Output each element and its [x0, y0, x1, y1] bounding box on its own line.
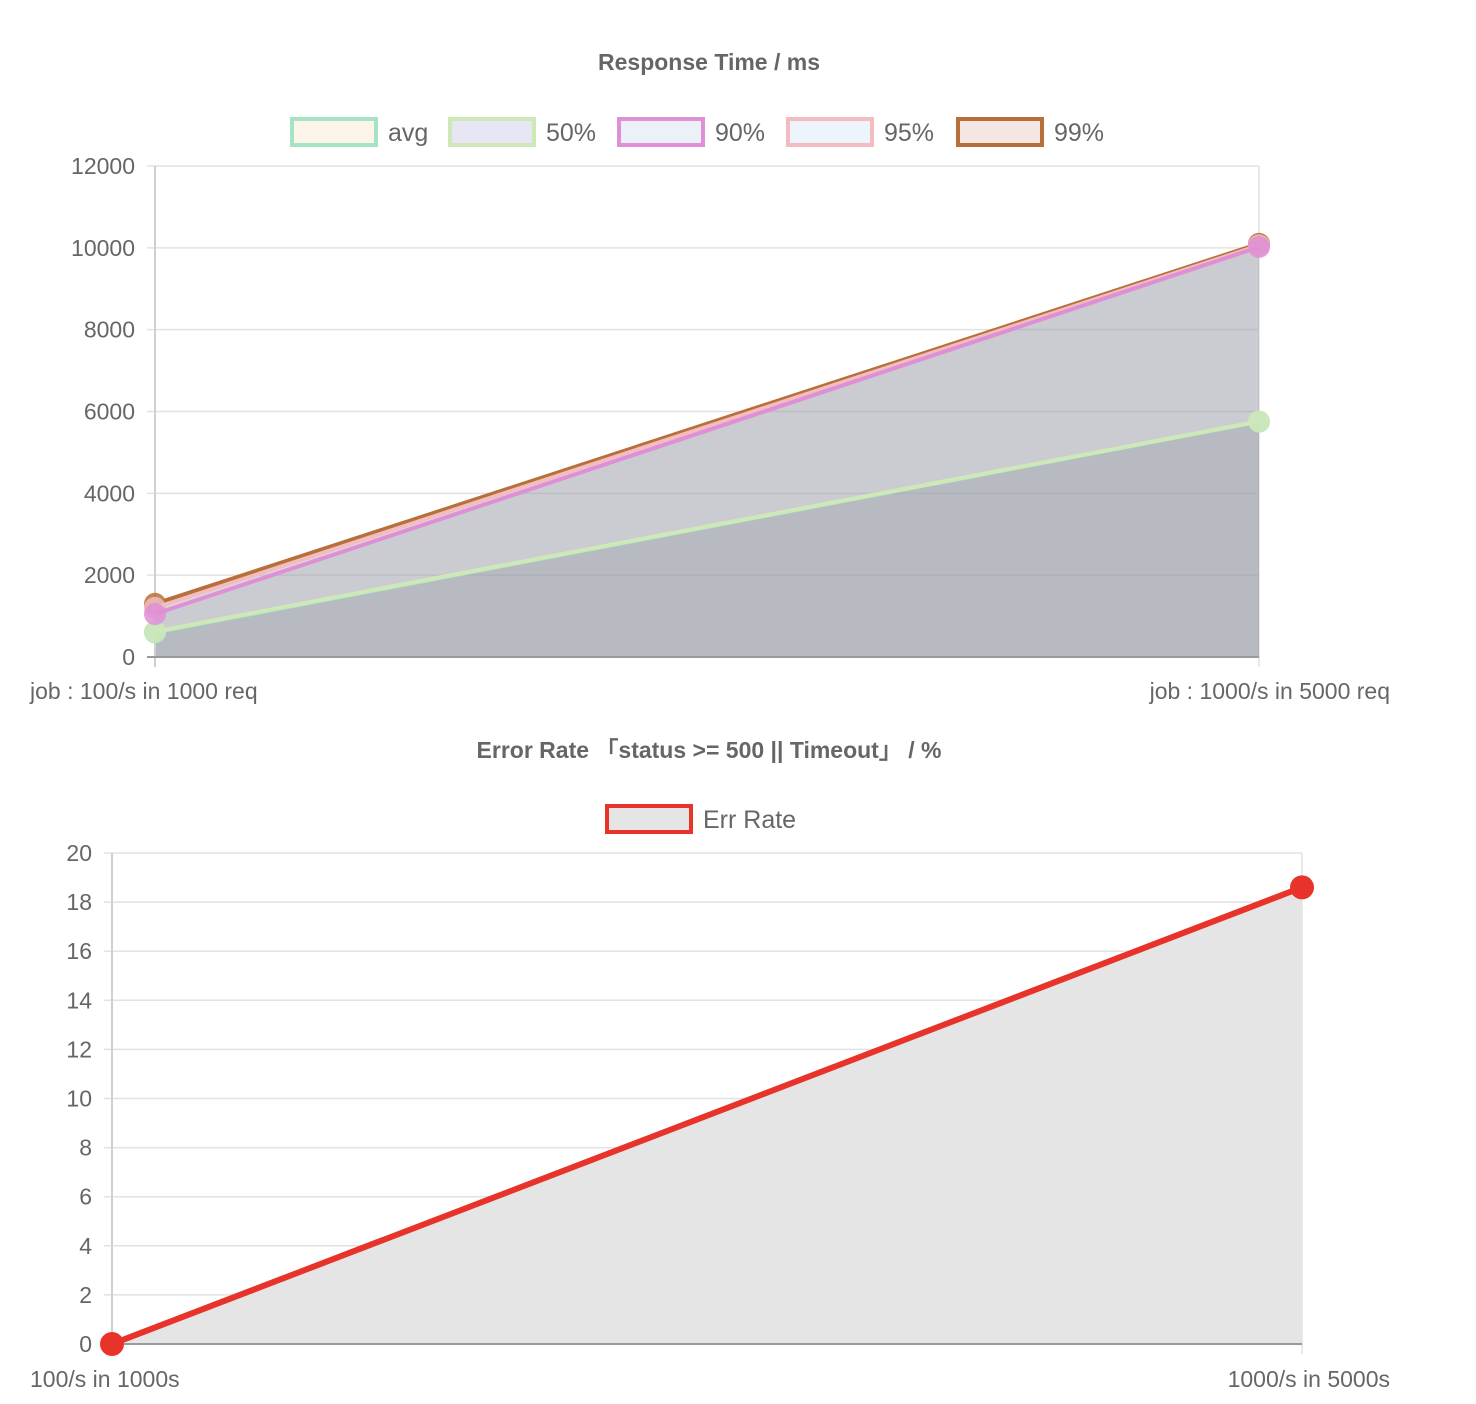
x-tick-label: 1000/s in 5000s — [1228, 1366, 1390, 1392]
legend-swatch — [786, 117, 874, 147]
series-line — [154, 243, 1260, 610]
chart2-axes — [104, 853, 1302, 1354]
x-tick-label: job : 100/s in 1000 req — [29, 678, 258, 704]
chart1-title: Response Time / ms — [598, 49, 820, 75]
series-line — [110, 884, 1304, 1347]
chart2-legend: Err Rate — [605, 804, 796, 834]
legend-swatch — [448, 117, 536, 147]
y-tick-label: 6 — [79, 1184, 92, 1210]
y-tick-label: 20 — [66, 840, 92, 866]
legend-swatch — [617, 117, 705, 147]
legend-label: 50% — [546, 119, 596, 147]
series-area — [155, 247, 1259, 657]
y-tick-label: 10 — [66, 1086, 92, 1112]
data-point — [144, 603, 166, 626]
legend-swatch — [956, 117, 1044, 147]
y-tick-label: 14 — [66, 987, 92, 1013]
chart1-areas — [155, 243, 1259, 657]
legend-label: 90% — [715, 119, 765, 147]
legend-label: 99% — [1054, 119, 1104, 147]
y-tick-label: 6000 — [84, 399, 135, 425]
x-tick-label: 100/s in 1000s — [30, 1366, 180, 1392]
series-area — [155, 421, 1259, 657]
response-time-chart: Response Time / ms avg 50% 90% 95% 99% 0 2000… — [29, 49, 1390, 704]
y-tick-label: 2 — [79, 1282, 92, 1308]
data-point — [100, 1332, 124, 1356]
chart1-lines — [144, 232, 1270, 644]
y-tick-label: 8 — [79, 1135, 92, 1161]
y-tick-label: 8000 — [84, 317, 135, 343]
legend-label: Err Rate — [703, 806, 796, 834]
chart2-lines — [100, 875, 1314, 1356]
chart2-tick-labels: 0 2 4 6 8 10 12 14 16 18 20 100/s in 1000s 1000/s in… — [30, 840, 1390, 1392]
legend-swatch — [605, 804, 693, 834]
y-tick-label: 18 — [66, 889, 92, 915]
legend-label: avg — [388, 119, 428, 147]
series-line — [154, 419, 1260, 634]
chart1-axes — [147, 166, 1259, 667]
data-point — [1290, 875, 1314, 900]
y-tick-label: 12000 — [71, 153, 135, 179]
y-tick-label: 0 — [122, 644, 135, 670]
chart1-grid — [147, 165, 1260, 667]
series-line — [154, 245, 1260, 616]
y-tick-label: 4 — [79, 1233, 92, 1259]
y-tick-label: 12 — [66, 1036, 92, 1062]
y-tick-label: 16 — [66, 938, 92, 964]
data-point — [1248, 236, 1270, 259]
chart2-title: Error Rate 「status >= 500 || Timeout」 / … — [477, 737, 942, 763]
series-area — [155, 245, 1259, 657]
legend-swatch — [290, 117, 378, 147]
y-tick-label: 4000 — [84, 480, 135, 506]
series-area — [155, 421, 1259, 657]
y-tick-label: 10000 — [71, 235, 135, 261]
legend-label: 95% — [884, 119, 934, 147]
chart1-tick-labels: 0 2000 4000 6000 8000 10000 12000 job : 100/s i… — [29, 153, 1390, 704]
series-area — [155, 243, 1259, 657]
x-tick-label: job : 1000/s in 5000 req — [1149, 678, 1390, 704]
chart1-legend: avg 50% 90% 95% 99% — [290, 117, 1104, 147]
data-point — [1248, 410, 1270, 433]
error-rate-chart: Error Rate 「status >= 500 || Timeout」 / … — [30, 737, 1390, 1392]
y-tick-label: 0 — [79, 1331, 92, 1357]
data-point — [144, 620, 166, 643]
y-tick-label: 2000 — [84, 562, 135, 588]
